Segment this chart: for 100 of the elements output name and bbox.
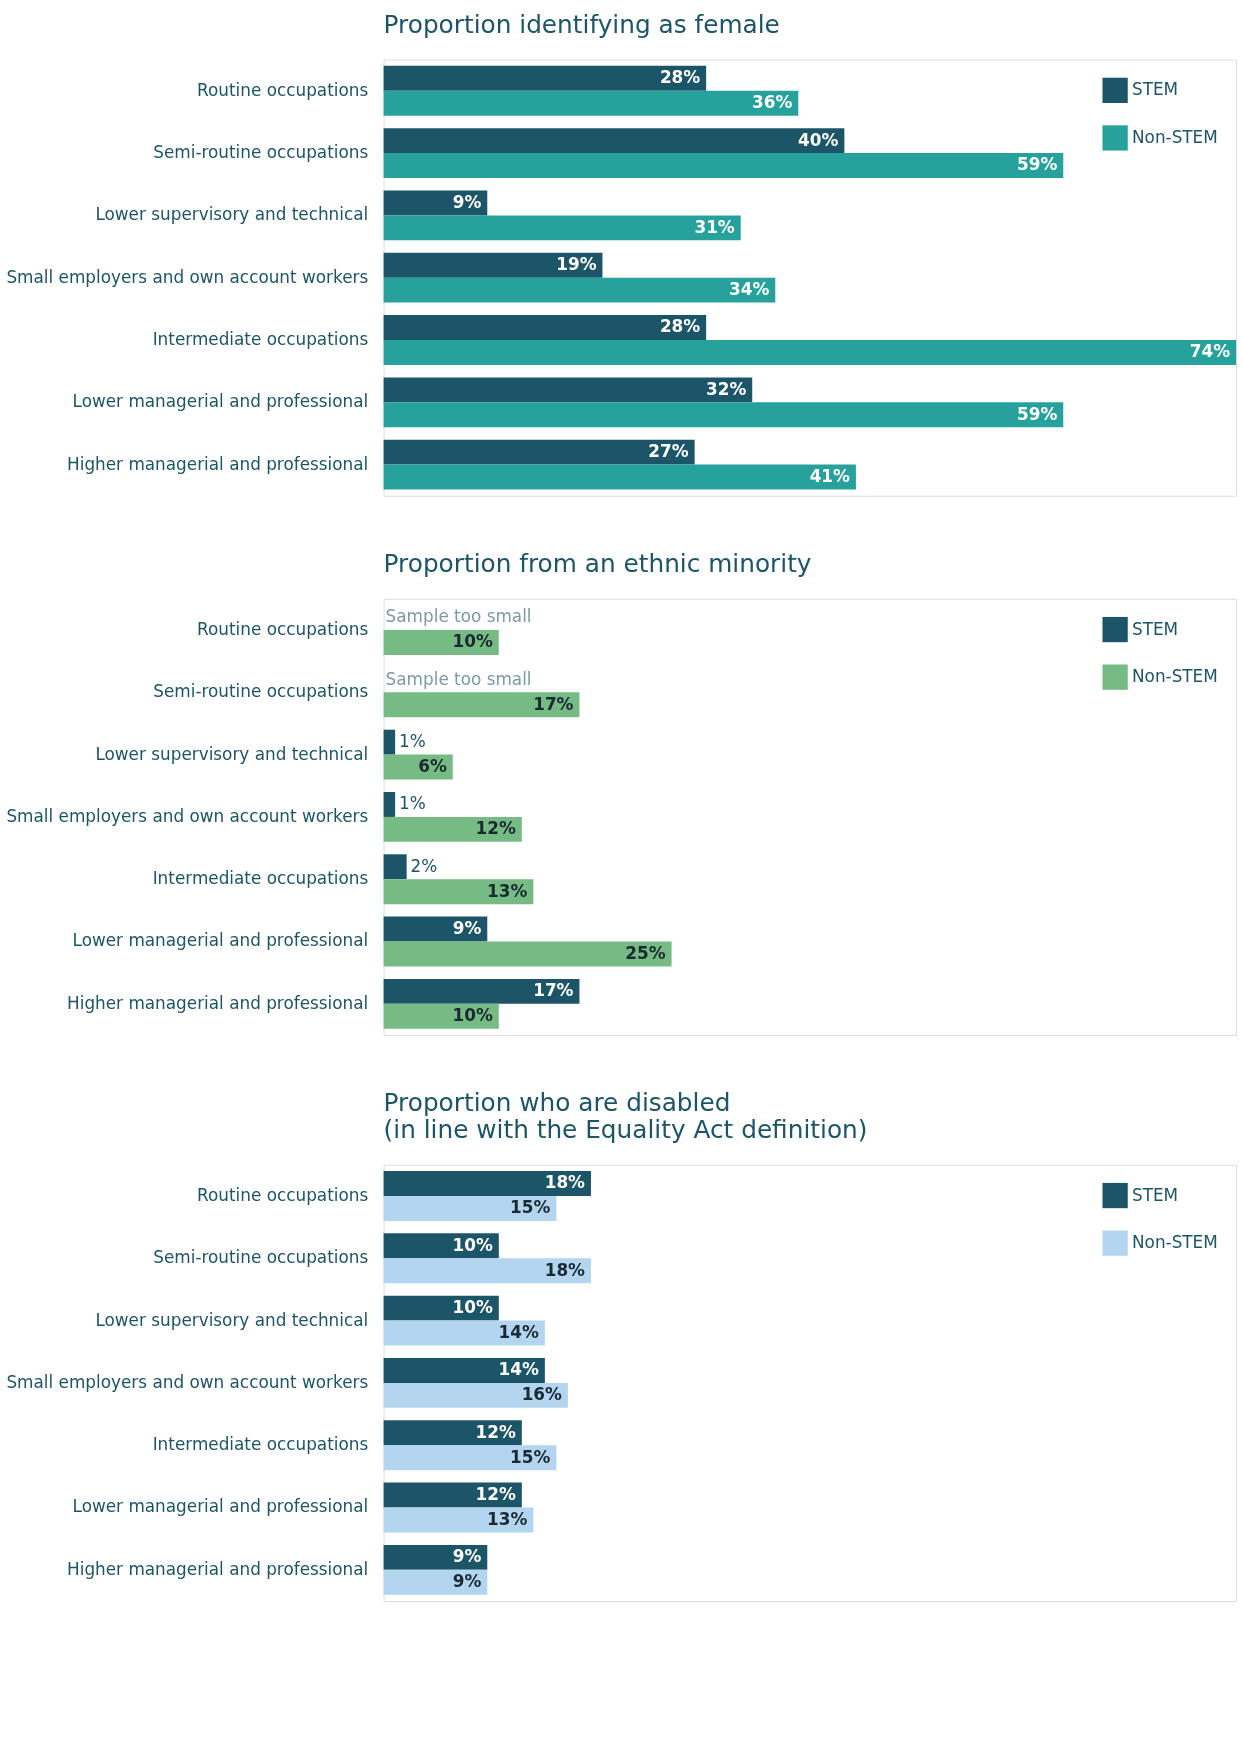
- y-tick-label: Small employers and own account workers: [6, 1371, 369, 1392]
- bar: [383, 1482, 522, 1508]
- legend-label: Non-STEM: [1131, 666, 1218, 687]
- data-label: 27%: [648, 441, 689, 462]
- data-label: 28%: [659, 67, 701, 88]
- bar: [383, 1258, 591, 1284]
- bar: [383, 439, 695, 465]
- data-label: 12%: [475, 1484, 516, 1505]
- bar: [383, 791, 396, 817]
- data-label: 15%: [510, 1446, 551, 1467]
- bar: [383, 339, 1237, 365]
- bar: [383, 153, 1064, 178]
- bar: [383, 879, 534, 905]
- y-tick-label: Routine occupations: [197, 618, 369, 639]
- bar: [383, 377, 753, 403]
- bar: [383, 941, 672, 967]
- y-tick-label: Lower managerial and professional: [72, 930, 369, 951]
- y-tick-label: Semi-routine occupations: [153, 1247, 369, 1268]
- chart-title: Proportion identifying as female: [383, 9, 780, 39]
- data-label: 14%: [498, 1322, 540, 1343]
- bar: [383, 816, 522, 842]
- legend-label: STEM: [1131, 79, 1179, 100]
- bar: [383, 252, 603, 278]
- text: Sample too small: [385, 668, 532, 689]
- data-label: 28%: [659, 316, 701, 337]
- y-tick-label: Semi-routine occupations: [153, 142, 369, 163]
- data-label: 15%: [510, 1197, 551, 1218]
- data-label: 10%: [452, 1297, 493, 1318]
- bar: [383, 692, 580, 718]
- y-tick-label: Lower managerial and professional: [72, 1496, 369, 1517]
- bar: [383, 854, 407, 880]
- data-label: 59%: [1016, 403, 1058, 424]
- data-label: 2%: [410, 855, 438, 876]
- bar: [383, 1320, 545, 1346]
- y-tick-label: Routine occupations: [197, 79, 369, 100]
- bar: [383, 90, 799, 116]
- data-label: 14%: [498, 1359, 540, 1380]
- data-label: 31%: [694, 216, 735, 237]
- bar: [383, 1195, 557, 1221]
- bar: [383, 315, 707, 340]
- data-label: 10%: [452, 1234, 493, 1255]
- data-label: 6%: [418, 756, 447, 777]
- y-tick-label: Intermediate occupations: [152, 868, 369, 889]
- data-label: 74%: [1189, 341, 1231, 362]
- data-label: 41%: [809, 466, 851, 487]
- data-label: 13%: [487, 1508, 528, 1529]
- data-label: 36%: [752, 92, 793, 113]
- y-tick-label: Higher managerial and professional: [67, 1558, 369, 1579]
- data-label: 12%: [475, 1421, 516, 1442]
- y-tick-label: Small employers and own account workers: [6, 805, 369, 826]
- y-tick-label: Intermediate occupations: [152, 1434, 369, 1455]
- data-label: 25%: [625, 942, 666, 963]
- bar: [383, 1445, 557, 1471]
- data-label: 1%: [399, 731, 426, 752]
- bar: [383, 1569, 488, 1595]
- bar: [383, 65, 707, 91]
- data-label: 18%: [544, 1172, 586, 1193]
- bar: [383, 190, 488, 216]
- data-label: 18%: [544, 1259, 586, 1280]
- legend-label: STEM: [1131, 618, 1179, 639]
- data-label: 59%: [1016, 154, 1058, 175]
- data-label: 9%: [452, 1571, 482, 1592]
- bar: [383, 1420, 522, 1446]
- bar: [383, 402, 1064, 428]
- legend-label: Non-STEM: [1131, 1232, 1218, 1253]
- bar: [383, 729, 396, 755]
- data-label: 32%: [705, 378, 747, 399]
- data-label: 19%: [556, 254, 597, 275]
- data-label: 10%: [452, 1005, 493, 1026]
- y-tick-label: Higher managerial and professional: [67, 453, 369, 474]
- data-label: 34%: [728, 279, 770, 300]
- bar: [383, 916, 488, 942]
- bar: [383, 464, 856, 490]
- data-label: 12%: [475, 818, 516, 839]
- y-tick-label: Higher managerial and professional: [67, 992, 369, 1013]
- y-tick-label: Routine occupations: [197, 1184, 369, 1205]
- data-label: 9%: [452, 1546, 482, 1567]
- legend-label: Non-STEM: [1131, 126, 1218, 147]
- bar: [383, 128, 845, 154]
- y-tick-label: Semi-routine occupations: [153, 681, 369, 702]
- chart-title: Proportion from an ethnic minority: [383, 549, 812, 579]
- data-label: 40%: [798, 129, 839, 150]
- chart-title: Proportion who are disabled (in line with the Equality Act definition): [383, 1088, 868, 1145]
- bar: [383, 277, 776, 303]
- bar: [383, 1544, 488, 1570]
- y-tick-label: Lower supervisory and technical: [95, 204, 369, 225]
- y-tick-label: Small employers and own account workers: [6, 266, 369, 287]
- data-label: 16%: [521, 1384, 563, 1405]
- data-label: 10%: [452, 631, 493, 652]
- y-tick-label: Intermediate occupations: [152, 328, 369, 349]
- data-label: 9%: [452, 918, 482, 939]
- data-label: 1%: [399, 793, 426, 814]
- bar: [383, 1382, 568, 1408]
- data-label: 17%: [533, 980, 574, 1001]
- bar: [383, 1171, 591, 1196]
- bar: [383, 1357, 545, 1383]
- text: Sample too small: [385, 606, 532, 627]
- legend-label: STEM: [1131, 1184, 1179, 1205]
- data-label: 9%: [452, 191, 482, 212]
- y-tick-label: Lower managerial and professional: [72, 391, 369, 412]
